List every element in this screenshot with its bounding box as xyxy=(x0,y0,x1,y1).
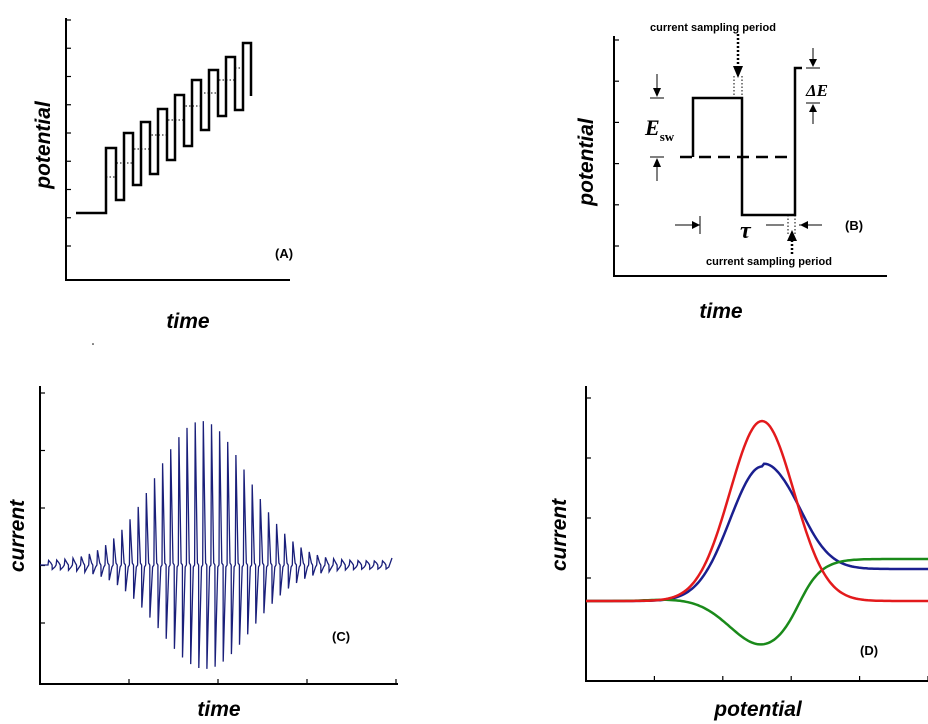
panel-b-top-annotation: current sampling period xyxy=(650,22,776,34)
panel-d-label: (D) xyxy=(860,643,878,658)
panel-d-net-current-curve xyxy=(586,419,928,603)
panel-b-tau-arrowhead-left xyxy=(692,221,700,229)
panel-b-y-ticks xyxy=(614,39,619,247)
panel-b-tau-arrowhead-right xyxy=(800,221,808,229)
panel-a-label: (A) xyxy=(275,246,293,261)
panel-b-esw-arrow-top-head xyxy=(653,88,661,97)
panel-d-x-ticks xyxy=(585,676,928,681)
panel-b-esw-arrow-bottom-head xyxy=(653,158,661,167)
panel-b-esw-subscript: sw xyxy=(660,129,675,144)
panel-b-bottom-annotation: current sampling period xyxy=(706,256,832,268)
panel-c-x-ticks xyxy=(39,679,397,684)
panel-c: (C) time current xyxy=(6,386,398,721)
panel-d-y-title: current xyxy=(548,498,571,571)
stray-mark xyxy=(92,343,94,345)
panel-c-x-title: time xyxy=(197,698,241,721)
panel-a-y-title: potential xyxy=(32,100,55,190)
panel-d-forward-current-curve xyxy=(586,462,928,603)
panel-c-current-trace xyxy=(40,421,393,669)
panel-b: current sampling period current sampling… xyxy=(575,22,887,323)
panel-b-deltae-arrow-bottom-head xyxy=(809,104,817,112)
panel-b-tau-label: τ xyxy=(740,218,752,244)
panel-b-esw-symbol: E xyxy=(644,115,660,140)
panel-a-staircase-waveform xyxy=(76,41,253,215)
panel-b-x-title: time xyxy=(699,300,743,323)
panel-a-x-title: time xyxy=(166,310,210,333)
panel-b-y-title: potential xyxy=(575,117,598,207)
panel-d: (D) potential current xyxy=(548,386,928,721)
panel-a-y-ticks xyxy=(66,19,71,247)
panel-a-staircase-midline xyxy=(106,67,245,178)
panel-b-deltae-label: ΔE xyxy=(805,81,828,100)
panel-d-x-title: potential xyxy=(713,698,803,721)
panel-b-top-sampling-arrowhead xyxy=(733,66,743,78)
panel-d-y-ticks xyxy=(586,397,591,579)
panel-c-y-title: current xyxy=(6,499,29,572)
panel-a: (A) time potential xyxy=(32,18,293,333)
panel-b-deltae-arrow-top-head xyxy=(809,59,817,67)
panel-b-square-wave xyxy=(691,66,802,217)
panel-b-bottom-sampling-arrowhead xyxy=(787,230,797,241)
panel-b-esw-label: Esw xyxy=(644,115,675,144)
panel-b-label: (B) xyxy=(845,218,863,233)
panel-c-label: (C) xyxy=(332,629,350,644)
